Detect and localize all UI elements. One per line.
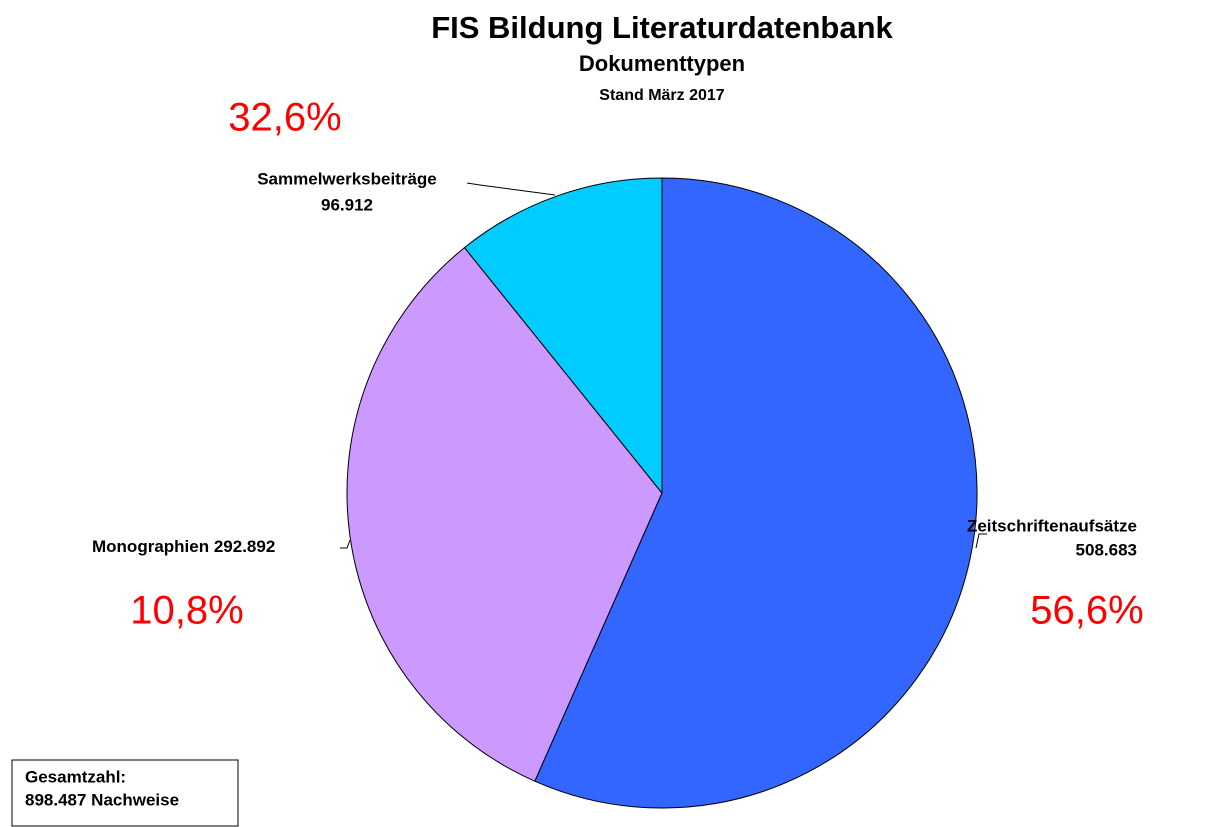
total-text: 898.487 Nachweise [25, 790, 179, 809]
leader-line [340, 539, 351, 549]
chart-title: FIS Bildung Literaturdatenbank [431, 10, 893, 45]
slice-label: Zeitschriftenaufsätze [967, 516, 1137, 535]
pie [346, 177, 978, 809]
slice-label: Monographien 292.892 [92, 537, 275, 556]
percent-label: 10,8% [130, 589, 243, 633]
percent-label: 32,6% [228, 96, 341, 140]
slice-label: Sammelwerksbeiträge [257, 169, 437, 188]
date-note: Stand März 2017 [599, 87, 724, 104]
leader-line [975, 533, 987, 549]
percent-label: 56,6% [1030, 589, 1143, 633]
value-label: 292.892 [214, 537, 275, 556]
value-label: 96.912 [321, 195, 373, 214]
pie-slice [346, 246, 663, 782]
slice-name: Monographien [92, 537, 209, 556]
pie-slice [534, 177, 978, 809]
pie-slice [463, 177, 663, 495]
value-label: 508.683 [1076, 540, 1137, 559]
chart-subtitle: Dokumenttypen [579, 51, 745, 76]
leader-line [466, 182, 556, 196]
total-label: Gesamtzahl: [25, 767, 126, 786]
total-box [11, 759, 239, 827]
